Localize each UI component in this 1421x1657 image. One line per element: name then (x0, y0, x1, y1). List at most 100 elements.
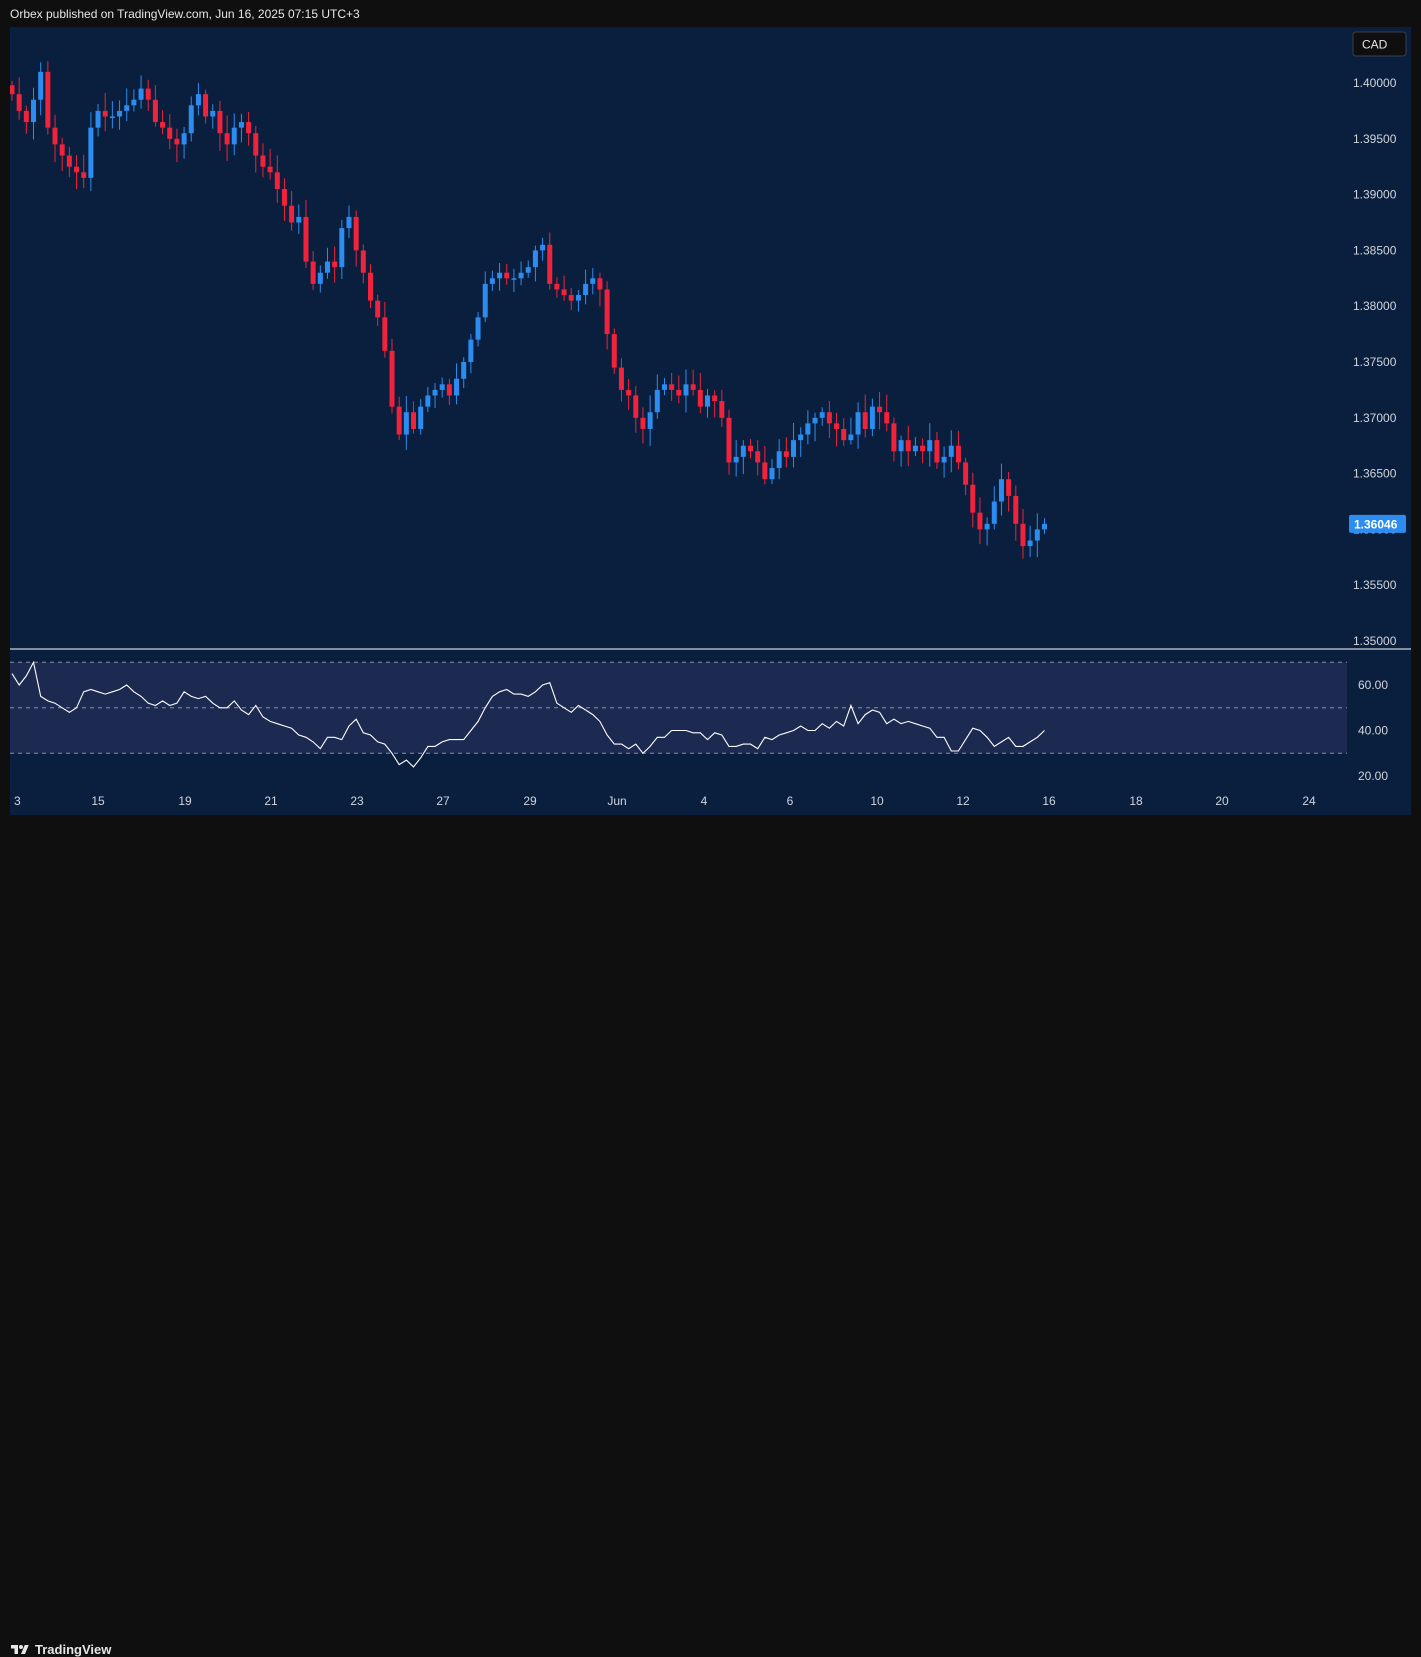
candle-body (855, 412, 861, 435)
candle-body (353, 216, 359, 251)
chart-frame[interactable]: 1.40000 1.39500 1.39000 1.38500 1.38000 1.375… (9, 27, 1411, 815)
rsi-tick-label: 60.00 (1358, 678, 1388, 692)
candle-body (188, 105, 194, 134)
candle-body (497, 272, 503, 279)
candle-body (375, 300, 381, 318)
candle-body (590, 278, 596, 284)
time-tick-label: 21 (264, 794, 278, 808)
candle-body (654, 389, 660, 413)
candle-body (131, 99, 137, 106)
last-price-label: 1.36046 (1354, 517, 1398, 531)
time-tick-label: 27 (436, 794, 450, 808)
candle-body (991, 501, 997, 524)
time-axis-background (10, 789, 1411, 815)
candle-body (518, 272, 524, 279)
price-tick-label: 1.36500 (1353, 467, 1397, 481)
candle-body (396, 406, 402, 435)
candle-body (332, 261, 338, 268)
candle-body (418, 406, 424, 429)
candle-body (762, 462, 768, 480)
time-tick-label: 4 (701, 794, 708, 808)
candle-body (411, 412, 417, 429)
candle-body (891, 423, 897, 452)
candle-body (203, 94, 209, 117)
candle-body (841, 428, 847, 441)
candle-body (296, 216, 302, 223)
candle-body (425, 395, 431, 407)
candle-body (403, 412, 409, 435)
candle-body (740, 445, 746, 457)
candle-body (181, 133, 187, 145)
candle-body (138, 88, 144, 100)
candle-body (281, 189, 287, 206)
candle-body (611, 334, 617, 368)
price-tick-label: 1.39500 (1353, 132, 1397, 146)
candle-body (174, 138, 180, 145)
candle-body (102, 110, 108, 117)
candle-body (633, 395, 639, 418)
candle-body (755, 451, 761, 463)
candle-body (81, 172, 87, 178)
candle-body (862, 412, 868, 429)
candle-body (432, 389, 438, 396)
candle-body (848, 434, 854, 441)
time-tick-label: 20 (1215, 794, 1229, 808)
candle-body (712, 395, 718, 402)
candle-body (482, 283, 488, 318)
candle-body (554, 283, 560, 290)
candle-body (224, 133, 230, 145)
candle-body (95, 110, 101, 128)
candle-body (317, 272, 323, 284)
chart-canvas[interactable]: 1.40000 1.39500 1.39000 1.38500 1.38000 1.375… (9, 27, 1411, 815)
candle-body (38, 71, 44, 100)
candle-body (382, 317, 388, 351)
candle-body (368, 272, 373, 301)
footer: TradingView (0, 818, 1421, 1657)
last-price-tag (1349, 514, 1406, 533)
time-tick-label: 12 (956, 794, 970, 808)
candle-body (1034, 529, 1040, 541)
candle-body (869, 406, 875, 429)
candle-body (145, 88, 151, 100)
time-tick-label: 3 (14, 794, 21, 808)
candle-body (977, 512, 983, 530)
candle-body (561, 289, 567, 296)
candle-body (955, 445, 961, 463)
candle-body (9, 85, 15, 95)
candle-body (310, 261, 316, 284)
candle-body (669, 384, 675, 390)
candle-body (834, 423, 840, 429)
candle-body (52, 127, 58, 145)
candle-body (31, 99, 37, 123)
candle-body (697, 389, 703, 407)
candle-body (783, 451, 789, 457)
candle-body (912, 445, 918, 452)
candle-body (454, 378, 460, 396)
tradingview-brand-text: TradingView (35, 1642, 112, 1657)
candle-body (920, 445, 926, 452)
candle-body (1027, 540, 1033, 547)
candle-body (884, 412, 890, 424)
candle-body (984, 523, 990, 530)
price-axis-background (1347, 27, 1411, 815)
publisher-caption: Orbex published on TradingView.com, Jun … (10, 7, 360, 21)
candle-body (260, 155, 266, 167)
time-tick-label: 18 (1129, 794, 1143, 808)
candle-body (66, 155, 72, 167)
price-tick-label: 1.35000 (1353, 634, 1397, 648)
candle-body (877, 406, 883, 413)
candle-body (253, 133, 259, 156)
price-tick-label: 1.37000 (1353, 411, 1397, 425)
candle-body (769, 468, 775, 480)
tradingview-logo[interactable]: TradingView (10, 1642, 111, 1657)
candle-body (626, 389, 632, 396)
candle-body (23, 110, 29, 123)
candle-body (504, 272, 510, 279)
candle-body (59, 144, 65, 156)
candle-body (1013, 495, 1019, 524)
candle-body (475, 317, 481, 340)
candle-body (289, 205, 295, 223)
rsi-tick-label: 40.00 (1358, 724, 1388, 738)
candle-body (267, 166, 273, 173)
candle-body (303, 216, 309, 262)
